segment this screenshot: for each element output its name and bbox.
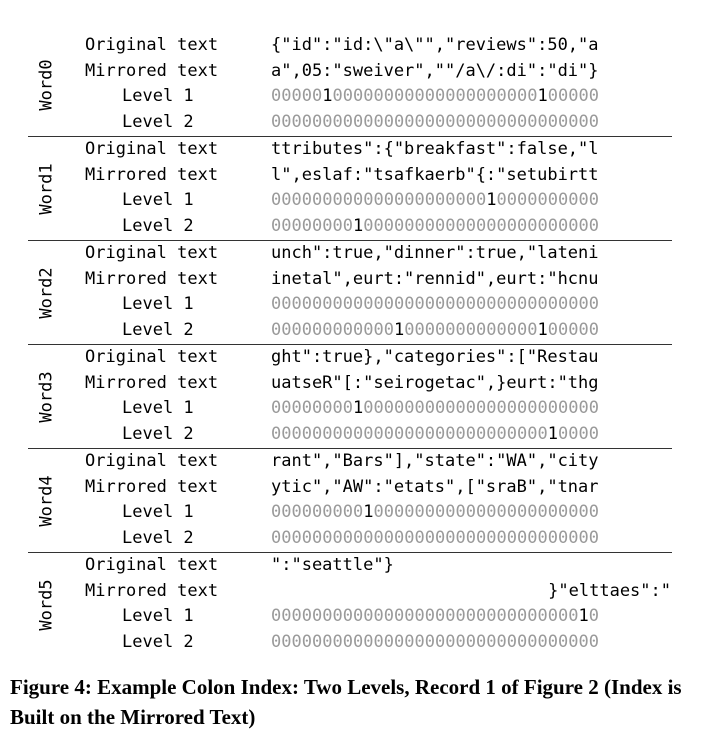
mirrored-text-row: Mirrored text ytic","AW":"etats",["sraB",… xyxy=(28,475,672,500)
level1-row: Level 1 00000000000000000000010000000000 xyxy=(28,188,672,213)
bit-vector: 00000000000010000000000000100000 xyxy=(271,319,599,340)
original-text-value: unch":true,"dinner":true,"lateni xyxy=(271,243,599,263)
bit-vector: 00000000000000000000000000000010 xyxy=(271,606,599,626)
bit-vector: 00000000100000000000000000000000 xyxy=(271,398,599,418)
bit-vector: 00000000000000000000000000000000 xyxy=(271,527,599,548)
original-text-value: rant","Bars"],"state":"WA","city xyxy=(271,451,599,471)
mirrored-text-row: Mirrored text inetal",eurt:"rennid",eurt:… xyxy=(28,267,672,292)
original-text-row: Original text unch":true,"dinner":true,"l… xyxy=(28,241,672,266)
row-label: Level 1 xyxy=(122,606,194,626)
mirrored-text-value: ytic","AW":"etats",["sraB","tnar xyxy=(271,476,599,497)
mirrored-text-value: inetal",eurt:"rennid",eurt:"hcnu xyxy=(271,268,599,289)
row-label: Level 1 xyxy=(122,86,194,106)
level1-row: Level 1 00000000100000000000000000000000 xyxy=(28,396,672,421)
mirrored-text-value: l",eslaf:"tsafkaerb"{:"setubirtt xyxy=(271,164,599,185)
original-text-row: Original text ":"seattle"} xyxy=(28,553,672,578)
bit-vector: 00000000000000000000010000000000 xyxy=(271,190,599,210)
row-label: Mirrored text xyxy=(85,268,219,289)
mirrored-text-row: Mirrored text a",05:"sweiver",""/a\/:di":… xyxy=(28,59,672,84)
row-label: Original text xyxy=(85,347,219,367)
level2-row: Level 2 00000000100000000000000000000000 xyxy=(28,214,672,239)
word-group: Word0 Original text {"id":"id:\"a\"","revi… xyxy=(28,33,672,137)
bit-vector: 00000000010000000000000000000000 xyxy=(271,502,599,522)
level1-row: Level 1 00000000000000000000000000000000 xyxy=(28,292,672,317)
row-label: Mirrored text xyxy=(85,580,219,601)
original-text-value: ttributes":{"breakfast":false,"l xyxy=(271,139,599,159)
level2-row: Level 2 00000000000000000000000000000000 xyxy=(28,630,672,655)
word-group: Word2 Original text unch":true,"dinner":tr… xyxy=(28,241,672,345)
colon-index-table: Word0 Original text {"id":"id:\"a\"","revi… xyxy=(28,33,672,656)
level2-row: Level 2 00000000000000000000000000000000 xyxy=(28,526,672,551)
row-label: Level 1 xyxy=(122,502,194,522)
original-text-row: Original text {"id":"id:\"a\"","reviews":… xyxy=(28,33,672,58)
row-label: Original text xyxy=(85,243,219,263)
level2-row: Level 2 00000000000000000000000000000000 xyxy=(28,110,672,135)
row-label: Mirrored text xyxy=(85,60,219,81)
original-text-value: {"id":"id:\"a\"","reviews":50,"a xyxy=(271,35,599,55)
row-label: Level 2 xyxy=(122,631,194,652)
mirrored-text-value: }"elttaes":" xyxy=(548,580,671,601)
level2-row: Level 2 00000000000000000000000000010000 xyxy=(28,422,672,447)
level2-row: Level 2 00000000000010000000000000100000 xyxy=(28,318,672,343)
mirrored-text-value: a",05:"sweiver",""/a\/:di":"di"} xyxy=(271,60,599,81)
mirrored-text-row: Mirrored text l",eslaf:"tsafkaerb"{:"setu… xyxy=(28,163,672,188)
row-label: Mirrored text xyxy=(85,164,219,185)
row-label: Original text xyxy=(85,451,219,471)
original-text-value: ":"seattle"} xyxy=(271,555,394,575)
row-label: Level 1 xyxy=(122,398,194,418)
row-label: Original text xyxy=(85,35,219,55)
row-label: Level 2 xyxy=(122,423,194,444)
mirrored-text-value: uatseR"[:"seirogetac",}eurt:"thg xyxy=(271,372,599,393)
row-label: Level 2 xyxy=(122,527,194,548)
word-group: Word1 Original text ttributes":{"breakfast… xyxy=(28,137,672,241)
word-group: Word4 Original text rant","Bars"],"state":… xyxy=(28,449,672,553)
mirrored-text-row: Mirrored text }"elttaes":" xyxy=(28,579,672,604)
word-group: Word3 Original text ght":true},"categories… xyxy=(28,345,672,449)
original-text-row: Original text ght":true},"categories":["R… xyxy=(28,345,672,370)
figure-caption: Figure 4: Example Colon Index: Two Level… xyxy=(10,675,682,729)
bit-vector: 00000000000000000000000000000000 xyxy=(271,111,599,132)
original-text-value: ght":true},"categories":["Restau xyxy=(271,347,599,367)
bit-vector: 00000000000000000000000000010000 xyxy=(271,423,599,444)
level1-row: Level 1 00000100000000000000000000100000 xyxy=(28,84,672,109)
bit-vector: 00000000000000000000000000000000 xyxy=(271,294,599,314)
level1-row: Level 1 00000000000000000000000000000010 xyxy=(28,604,672,629)
row-label: Original text xyxy=(85,555,219,575)
row-label: Level 1 xyxy=(122,190,194,210)
level1-row: Level 1 00000000010000000000000000000000 xyxy=(28,500,672,525)
row-label: Level 1 xyxy=(122,294,194,314)
original-text-row: Original text ttributes":{"breakfast":fal… xyxy=(28,137,672,162)
row-label: Level 2 xyxy=(122,215,194,236)
bit-vector: 00000100000000000000000000100000 xyxy=(271,86,599,106)
mirrored-text-row: Mirrored text uatseR"[:"seirogetac",}eurt… xyxy=(28,371,672,396)
bit-vector: 00000000000000000000000000000000 xyxy=(271,631,599,652)
original-text-row: Original text rant","Bars"],"state":"WA",… xyxy=(28,449,672,474)
row-label: Mirrored text xyxy=(85,372,219,393)
bit-vector: 00000000100000000000000000000000 xyxy=(271,215,599,236)
row-label: Level 2 xyxy=(122,319,194,340)
row-label: Mirrored text xyxy=(85,476,219,497)
row-label: Original text xyxy=(85,139,219,159)
word-group: Word5 Original text ":"seattle"} Mirrored t… xyxy=(28,553,672,656)
row-label: Level 2 xyxy=(122,111,194,132)
